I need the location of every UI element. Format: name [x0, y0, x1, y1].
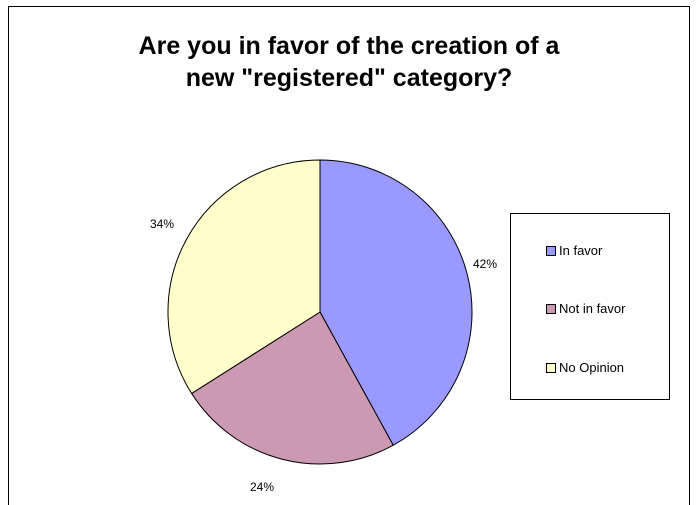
legend-swatch-in-favor	[546, 245, 556, 256]
legend-item-not-in-favor: Not in favor	[546, 301, 625, 316]
pie-slice-not-in-favor	[190, 311, 394, 465]
pct-label-not-in-favor: 24%	[250, 480, 275, 494]
legend-label-no-opinion: No Opinion	[559, 360, 625, 375]
legend-swatch-not-in-favor	[546, 303, 556, 314]
legend-swatch-no-opinion	[546, 362, 556, 373]
legend-label-in-favor: In favor	[559, 243, 603, 258]
pie-slice-no-opinion	[167, 159, 321, 395]
legend-item-no-opinion: No Opinion	[546, 360, 624, 375]
legend-item-in-favor: In favor	[546, 243, 602, 258]
chart-title-line-2: new "registered" category?	[185, 64, 513, 92]
pct-label-no-opinion: 34%	[150, 217, 175, 231]
legend-label-not-in-favor: Not in favor	[559, 301, 626, 316]
pie-slice-in-favor	[319, 159, 473, 446]
pct-label-in-favor: 42%	[473, 257, 498, 271]
chart-title: Are you in favor of the creation of a ne…	[8, 30, 690, 94]
chart-frame	[8, 6, 690, 505]
chart-title-line-1: Are you in favor of the creation of a	[138, 32, 560, 60]
legend: In favor Not in favor No Opinion	[510, 213, 670, 400]
